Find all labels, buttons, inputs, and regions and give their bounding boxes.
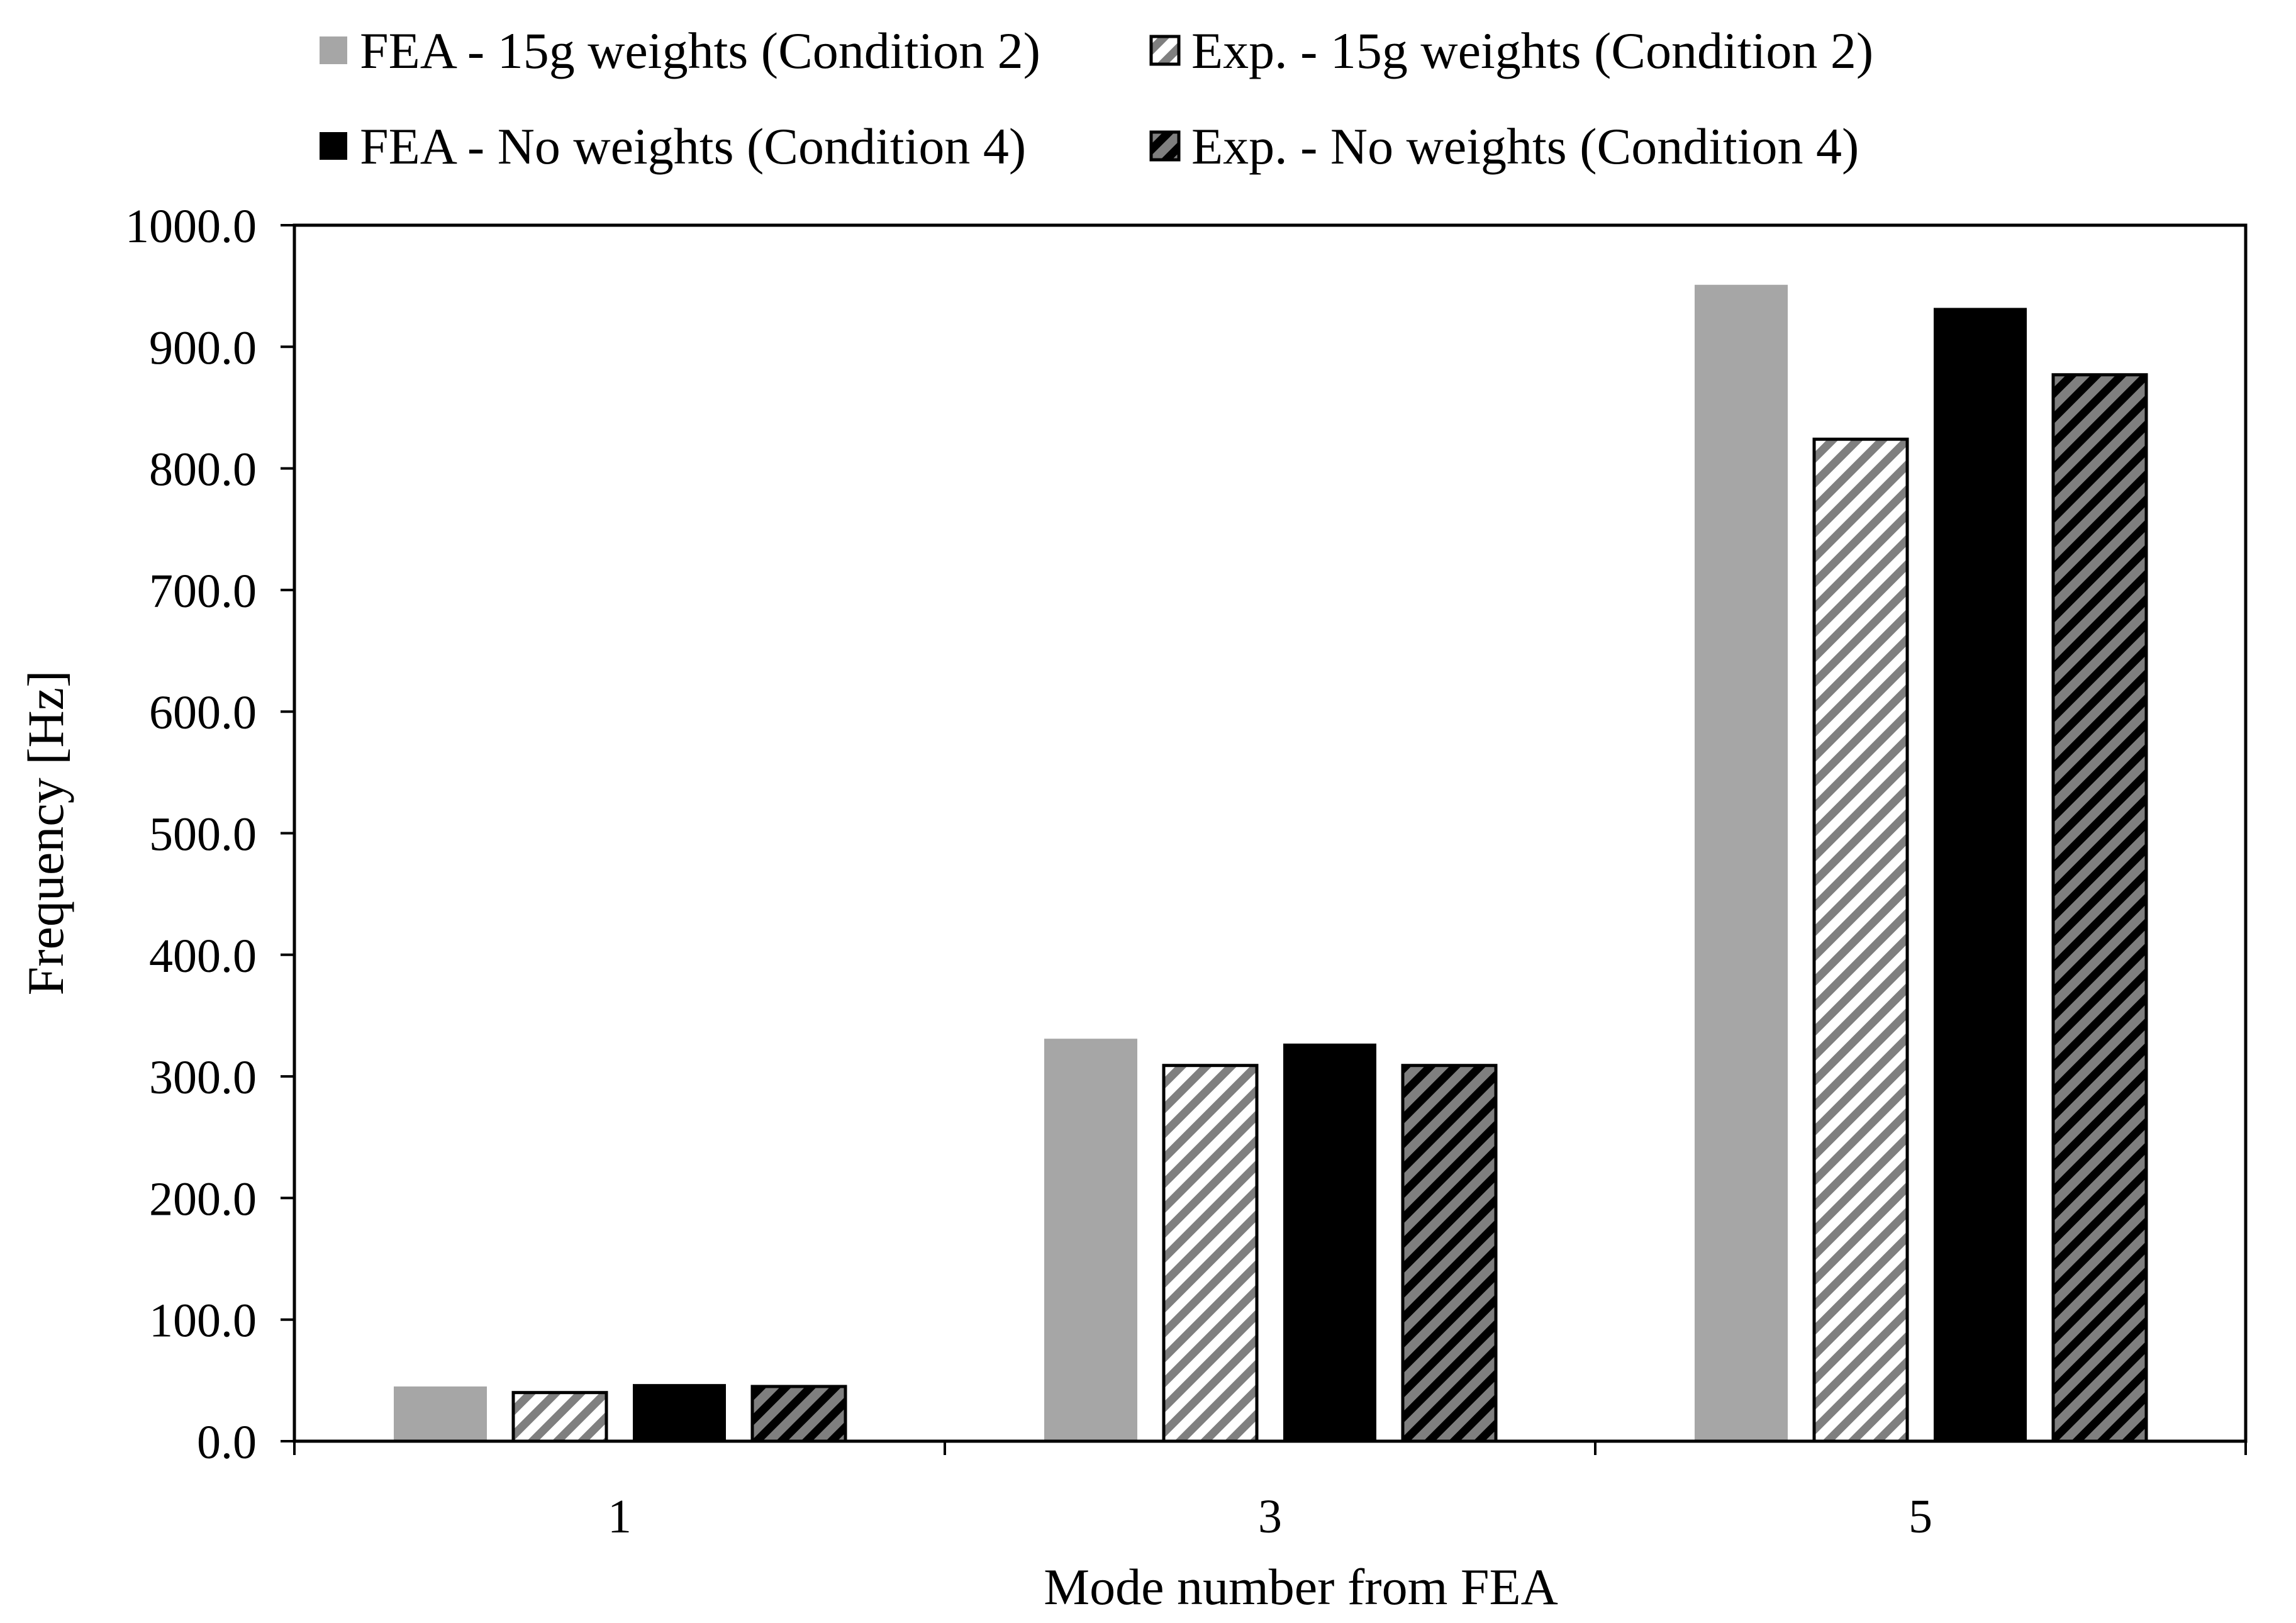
legend: FEA - 15g weights (Condition 2) Exp. - 15… [320,22,1873,175]
bar [1162,1064,1259,1443]
y-tick-label: 600.0 [149,686,257,739]
bar [1283,1043,1376,1441]
y-tick-label: 100.0 [149,1295,257,1347]
bar [1812,437,1909,1443]
bar [1044,1039,1137,1441]
bar [1695,284,1788,1441]
y-axis-label: Frequency [Hz] [17,671,74,996]
y-tick-label: 1000.0 [125,200,257,253]
x-tick-label: 5 [1909,1490,1932,1543]
bar [511,1391,608,1443]
bar [2051,373,2148,1443]
y-tick-label: 200.0 [149,1173,257,1225]
bar [394,1386,487,1441]
y-tick-label: 500.0 [149,808,257,861]
legend-swatch [320,132,347,160]
legend-label: Exp. - No weights (Condition 4) [1191,118,1859,175]
bar [750,1385,847,1443]
legend-swatch [1149,35,1181,66]
x-tick-label: 1 [608,1490,632,1543]
y-tick-label: 700.0 [149,565,257,618]
bar [633,1384,726,1441]
x-axis: 1 3 5 [293,1441,2247,1543]
y-tick-label: 400.0 [149,930,257,983]
y-tick-label: 0.0 [197,1416,257,1469]
legend-label: Exp. - 15g weights (Condition 2) [1191,22,1873,79]
legend-label: FEA - 15g weights (Condition 2) [360,22,1040,79]
y-tick-label: 800.0 [149,443,257,496]
bars [394,284,2148,1443]
y-tick-label: 300.0 [149,1051,257,1104]
y-tick-label: 900.0 [149,321,257,374]
y-axis: 0.0 100.0 200.0 300.0 400.0 500.0 600.0 700.0 80… [125,200,294,1469]
legend-swatch [1149,130,1181,162]
bar [1401,1064,1498,1443]
bar [1934,308,2027,1442]
x-tick-label: 3 [1258,1490,1282,1543]
legend-swatch [320,36,347,64]
legend-label: FEA - No weights (Condition 4) [360,118,1026,175]
x-axis-label: Mode number from FEA [1044,1558,1558,1615]
